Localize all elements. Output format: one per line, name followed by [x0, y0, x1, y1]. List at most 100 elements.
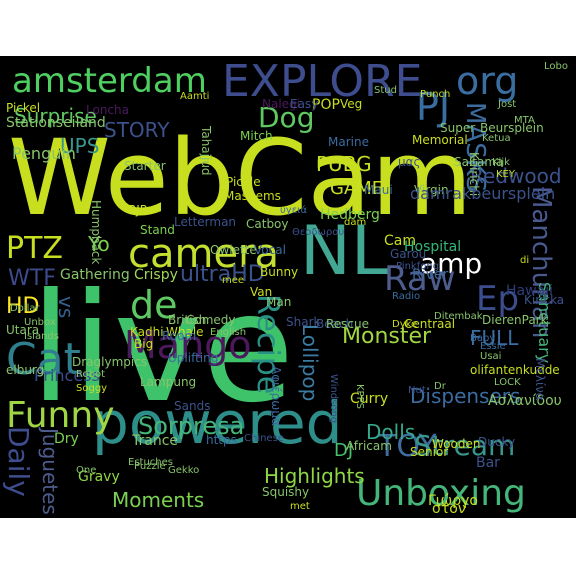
- cloud-word: Islands: [24, 331, 59, 342]
- cloud-word: Puzzle: [134, 461, 166, 472]
- cloud-word: Daily: [2, 426, 35, 497]
- cloud-word: FULL: [470, 326, 519, 350]
- cloud-word: PJ: [416, 85, 451, 129]
- cloud-word: Rescue: [326, 317, 370, 331]
- cloud-word: Memorial: [412, 133, 468, 147]
- cloud-word: Gekko: [168, 465, 200, 476]
- cloud-word: Mango: [124, 323, 252, 367]
- cloud-word: Yo: [88, 232, 110, 256]
- cloud-word: Robot: [76, 369, 106, 380]
- cloud-word: Usai: [480, 351, 502, 362]
- cloud-word: Estuches: [128, 457, 173, 468]
- cloud-word: WTF: [8, 266, 56, 291]
- cloud-word: SPINNING: [0, 56, 78, 73]
- cloud-word: Redwood: [470, 164, 562, 188]
- cloud-word: TOY: [378, 429, 437, 464]
- cloud-word: Dyke: [392, 319, 418, 330]
- cloud-word: Nut: [408, 385, 426, 396]
- cloud-word: DierenPark: [482, 313, 548, 327]
- cloud-word: org: [456, 59, 519, 103]
- cloud-word: HD: [6, 294, 40, 319]
- cloud-word: damrakbeursplein: [410, 184, 556, 203]
- cloud-word: LOCK: [494, 377, 521, 388]
- cloud-word: Comedy: [186, 313, 236, 327]
- cloud-word: amp: [420, 247, 483, 280]
- cloud-word: Αφιέρωμα: [269, 366, 283, 426]
- cloud-word: Kijk: [492, 157, 510, 168]
- cloud-word: Whale: [166, 325, 204, 339]
- cloud-word: powered: [92, 389, 343, 457]
- cloud-word: KPPS: [354, 384, 365, 409]
- cloud-word: BJP: [128, 203, 148, 217]
- cloud-word: Essie: [480, 341, 506, 352]
- cloud-word: υγειά: [280, 205, 308, 216]
- cloud-word: vs: [54, 296, 78, 319]
- cloud-word: amsterdam: [12, 61, 207, 101]
- cloud-word: British: [168, 313, 207, 327]
- cloud-word: Ep: [476, 279, 520, 319]
- cloud-word: Highlights: [264, 464, 365, 488]
- cloud-word: Africam: [346, 439, 392, 453]
- cloud-word: Uplifting: [168, 351, 219, 365]
- cloud-word: met: [290, 501, 310, 512]
- cloud-word: Bunny: [260, 265, 299, 279]
- cloud-word: Chinese: [244, 433, 284, 444]
- cloud-word: Dispensers: [410, 384, 521, 408]
- cloud-word: Soggy: [76, 383, 108, 394]
- cloud-word: Aamti: [180, 91, 210, 102]
- cloud-word: Dr: [434, 381, 446, 392]
- cloud-word: Cat: [6, 334, 81, 385]
- cloud-word: Stud: [374, 85, 397, 96]
- cloud-word: Squishy: [262, 485, 310, 499]
- cloud-word: Gathering: [60, 267, 130, 283]
- cloud-word: Draglympics: [72, 355, 148, 369]
- cloud-word: WebCam: [8, 117, 473, 239]
- cloud-word: Surprise: [14, 104, 97, 128]
- cloud-word: Ditembak: [434, 311, 483, 322]
- cloud-word: Dollar: [10, 303, 40, 314]
- cloud-word: UPS: [60, 134, 100, 158]
- cloud-word: DJ: [334, 440, 354, 461]
- cloud-word: Kadhi: [130, 325, 164, 339]
- cloud-word: Moments: [112, 488, 205, 512]
- cloud-word: GAME: [330, 178, 384, 199]
- word-cloud: live WebCam powered EXPLORE amsterdam or…: [0, 56, 576, 518]
- cloud-word: Kiricka: [524, 293, 565, 307]
- cloud-word: Garou: [390, 247, 427, 261]
- cloud-word: Hawaii: [506, 283, 553, 299]
- cloud-word: Centraal: [404, 317, 456, 331]
- cloud-word: Sorpresa: [138, 412, 245, 440]
- cloud-word: Room: [162, 329, 197, 343]
- cloud-word: Owlette: [210, 243, 257, 257]
- cloud-word: POP: [312, 97, 340, 113]
- cloud-word: Crispy: [134, 267, 178, 283]
- cloud-word: Dog: [258, 101, 315, 134]
- cloud-word: Hedberg: [320, 207, 380, 223]
- cloud-word: Letterman: [174, 215, 237, 229]
- cloud-word: Raw: [384, 259, 456, 299]
- cloud-word: camera: [128, 231, 280, 277]
- cloud-word: Princess: [34, 366, 100, 385]
- cloud-word: Γιώργο: [428, 493, 478, 509]
- cloud-word: elburg: [6, 363, 45, 377]
- cloud-word: Curry: [350, 391, 389, 407]
- cloud-word: PTZ: [6, 231, 63, 266]
- cloud-word: Θεοδωρου: [292, 227, 345, 238]
- cloud-word: Μελίνα: [533, 358, 547, 401]
- cloud-word: Hospital: [404, 239, 462, 255]
- cloud-word: live: [30, 262, 295, 436]
- cloud-word: Stand: [140, 223, 175, 237]
- cloud-word: Loncha: [86, 103, 129, 117]
- cloud-word: de: [130, 283, 178, 327]
- cloud-word: Stream: [414, 429, 516, 462]
- cloud-word: Jam: [0, 56, 31, 73]
- cloud-word: EXPLORE: [222, 56, 423, 107]
- cloud-word: Monster: [342, 324, 432, 349]
- cloud-word: MTA: [514, 115, 535, 126]
- cloud-word: Gravy: [78, 469, 120, 485]
- cloud-word: Wooden: [432, 437, 481, 451]
- cloud-word: NL: [300, 212, 389, 291]
- cloud-word: Dry: [54, 431, 79, 447]
- cloud-word: Jost: [498, 99, 517, 110]
- cloud-word: Man: [266, 295, 292, 309]
